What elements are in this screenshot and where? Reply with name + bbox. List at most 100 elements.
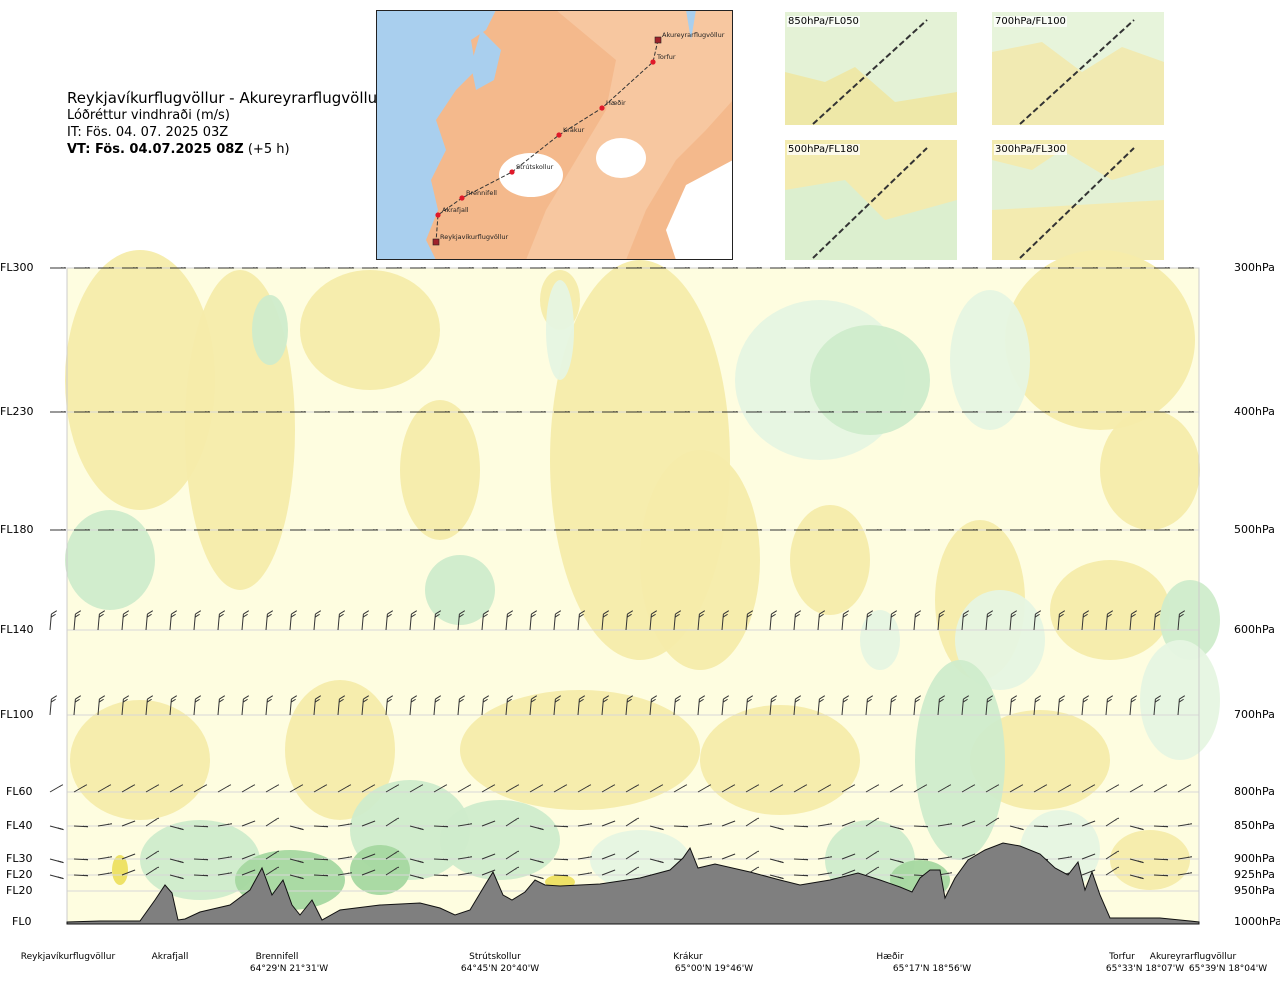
wind-barb	[49, 825, 64, 831]
wind-barb-feather	[387, 610, 394, 615]
wind-barb	[265, 695, 274, 716]
wind-barb	[697, 823, 712, 827]
wind-barb-feather	[1137, 860, 1141, 863]
wind-barb	[577, 856, 592, 860]
location-coord-6: 65°33'N 18°07'W	[1105, 964, 1185, 974]
wind-barb-feather	[602, 613, 608, 618]
wind-barb	[505, 695, 514, 716]
wind-barb-feather	[435, 610, 442, 615]
wind-barb	[769, 825, 784, 831]
wind-barb	[1153, 874, 1169, 877]
wind-barb-feather	[819, 695, 826, 700]
wind-barb	[625, 610, 634, 631]
wind-barb	[1129, 825, 1144, 831]
wind-barb	[769, 695, 778, 716]
wind-barb	[529, 858, 544, 864]
wind-barb	[1081, 784, 1096, 793]
wind-barb	[745, 850, 760, 860]
wind-barb	[265, 866, 280, 876]
wind-barb	[577, 823, 592, 827]
wind-barb	[889, 610, 898, 631]
wind-barb-shaft	[937, 823, 952, 827]
wind-barb-shaft	[577, 872, 592, 876]
wind-barb-feather	[795, 610, 802, 615]
wind-barb	[577, 784, 592, 793]
wind-barb-feather	[938, 613, 944, 618]
wind-barb-shaft	[49, 784, 63, 793]
vertical-velocity-cell-37	[350, 845, 410, 895]
y-tick-right-1: 400hPa	[1234, 405, 1275, 418]
waypoint-label-4: Strútskollur	[516, 163, 554, 171]
wind-barb-feather	[777, 827, 781, 830]
wind-barb	[361, 695, 370, 716]
wind-barb-feather	[1155, 695, 1162, 700]
wind-barb	[73, 695, 82, 716]
wind-barb-feather	[297, 876, 301, 879]
wind-barb	[745, 817, 760, 827]
vertical-velocity-cell-23	[65, 510, 155, 610]
wind-barb-feather	[1130, 613, 1136, 618]
wind-barb	[913, 825, 929, 828]
wind-barb	[241, 695, 250, 716]
wind-barb	[337, 872, 352, 876]
wind-barb-shaft	[121, 869, 136, 876]
wind-barb	[577, 695, 586, 716]
wind-barb	[793, 610, 802, 631]
wind-barb-feather	[771, 610, 778, 615]
wind-barb	[481, 784, 496, 793]
wind-barb	[889, 695, 898, 716]
wind-barb	[817, 823, 832, 827]
wind-barb	[73, 825, 89, 828]
wind-barb-feather	[1059, 695, 1066, 700]
wind-barb	[385, 866, 400, 876]
wind-barb-feather	[99, 610, 106, 615]
wind-barb	[553, 874, 569, 877]
wind-barb	[601, 869, 616, 876]
variable-subtitle: Lóðréttur vindhraði (m/s)	[67, 108, 230, 123]
mini-map-700-band	[992, 42, 1164, 125]
y-tick-left-2: FL180	[0, 523, 34, 536]
wind-barb	[433, 610, 442, 631]
wind-barb	[481, 853, 496, 860]
wind-barb-feather	[914, 613, 920, 618]
wind-barb-shaft	[481, 869, 496, 876]
wind-barb	[433, 825, 449, 828]
wind-barb	[1033, 784, 1048, 793]
wind-barb	[1057, 856, 1072, 860]
wind-barb	[1177, 823, 1192, 827]
wind-barb-shaft	[217, 823, 232, 827]
route-map-fjord	[471, 30, 501, 90]
wind-barb-feather	[579, 695, 586, 700]
wind-barb	[313, 874, 329, 877]
wind-barb	[745, 784, 760, 793]
location-coord-3: 64°45'N 20°40'W	[460, 964, 540, 974]
wind-barb	[49, 858, 64, 864]
wind-barb-feather	[1011, 610, 1018, 615]
wind-barb-feather	[915, 695, 922, 700]
wind-barb-feather	[290, 698, 296, 703]
wind-barb-feather	[445, 858, 449, 861]
wind-barb-shaft	[961, 853, 976, 860]
wind-barb	[1009, 784, 1024, 793]
wind-barb	[193, 825, 209, 828]
wind-barb-feather	[603, 695, 610, 700]
wind-barb-shaft	[1081, 853, 1096, 860]
wind-barb	[649, 825, 664, 831]
wind-barb	[1081, 610, 1090, 631]
wind-barb-feather	[205, 874, 209, 877]
wind-barb	[241, 610, 250, 631]
wind-barb-feather	[410, 698, 416, 703]
wind-barb	[937, 856, 952, 860]
wind-barb-feather	[939, 695, 946, 700]
wind-barb	[841, 869, 856, 876]
wind-barb-feather	[482, 613, 488, 618]
wind-barb	[769, 858, 784, 864]
wind-barb	[97, 610, 106, 631]
y-tick-left-5: FL60	[6, 785, 33, 798]
wind-barb-feather	[506, 698, 512, 703]
vertical-velocity-cell-27	[1160, 580, 1220, 660]
wind-barb	[625, 817, 640, 827]
wind-barb-feather	[482, 698, 488, 703]
location-label-7: Akureyrarflugvöllur	[1149, 952, 1237, 962]
wind-barb	[601, 695, 610, 716]
